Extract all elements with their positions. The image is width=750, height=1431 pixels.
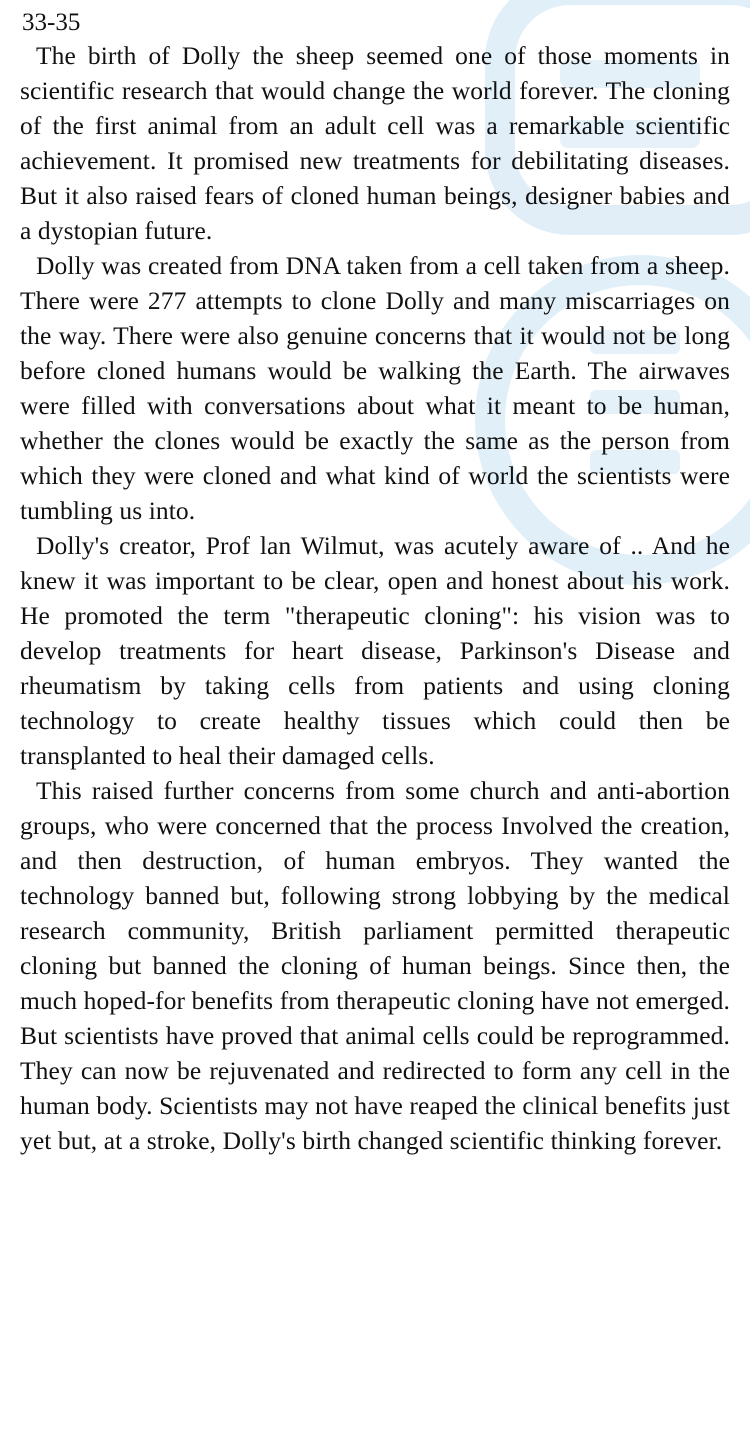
paragraph-2: Dolly was created from DNA taken from a … [20, 251, 730, 525]
paragraph-3: Dolly's creator, Prof lan Wilmut, was ac… [20, 531, 730, 770]
paragraph-1: The birth of Dolly the sheep seemed one … [20, 41, 730, 245]
question-reference: 33-35 [22, 9, 81, 36]
paragraph-4: This raised further concerns from some c… [20, 776, 730, 1155]
